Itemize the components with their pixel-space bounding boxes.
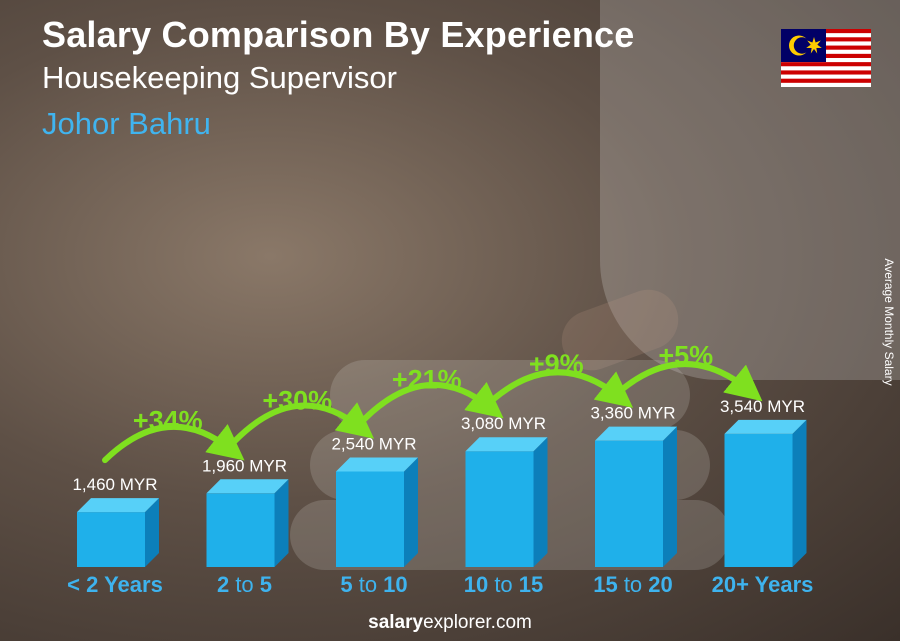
category-part: 5: [340, 572, 352, 597]
value-label: 1,460 MYR: [72, 475, 157, 494]
bar: [465, 451, 534, 567]
bar-side: [404, 457, 418, 567]
value-label: 3,360 MYR: [590, 404, 675, 423]
bar: [724, 433, 793, 567]
category-part: to: [353, 572, 384, 597]
bar-top: [595, 426, 677, 441]
category-label: 2 to 5: [217, 572, 272, 597]
value-label: 2,540 MYR: [331, 434, 416, 453]
increase-label: +34%: [133, 406, 203, 436]
category-label: < 2 Years: [67, 572, 163, 597]
y-axis-label: Average Monthly Salary: [882, 258, 896, 386]
category-part: 10: [383, 572, 407, 597]
category-part: 20: [648, 572, 672, 597]
increase-arrow: [620, 361, 763, 402]
footer-brand-rest: explorer.com: [423, 612, 532, 633]
bar: [336, 471, 404, 567]
increase-label: +5%: [658, 340, 713, 370]
increase-arrow: [361, 381, 504, 423]
value-label: 3,540 MYR: [720, 397, 805, 416]
increase-arrow: [490, 369, 634, 408]
category-label: 10 to 15: [464, 572, 544, 597]
increase-label: +21%: [392, 364, 462, 394]
chart-title: Salary Comparison By Experience: [42, 14, 635, 55]
bar-side: [145, 498, 159, 567]
footer-brand[interactable]: salaryexplorer.com: [0, 612, 900, 634]
job-title: Housekeeping Supervisor: [42, 60, 397, 95]
bar-side: [792, 419, 807, 567]
bar-top: [206, 479, 289, 494]
bar-top: [77, 498, 159, 513]
category-part: 20+ Years: [712, 572, 814, 597]
increase-arrow: [102, 423, 245, 464]
bar-side: [533, 437, 548, 567]
category-part: < 2 Years: [67, 572, 163, 597]
footer-brand-bold: salary: [368, 612, 424, 633]
category-part: 5: [260, 572, 272, 597]
bar-top: [724, 419, 807, 434]
category-part: to: [618, 572, 649, 597]
category-label: 5 to 10: [340, 572, 407, 597]
category-part: 15: [519, 572, 543, 597]
increase-arrow: [231, 402, 375, 445]
bar-side: [663, 426, 677, 567]
bar-top: [465, 437, 548, 452]
bar: [77, 512, 145, 567]
value-label: 3,080 MYR: [461, 414, 546, 433]
category-label: 20+ Years: [712, 572, 814, 597]
bar: [595, 440, 663, 567]
category-label: 15 to 20: [593, 572, 673, 597]
category-part: 15: [593, 572, 617, 597]
increase-label: +30%: [262, 385, 332, 415]
bar: [206, 493, 275, 567]
bar-side: [274, 479, 289, 567]
location-label: Johor Bahru: [42, 106, 211, 141]
bar-top: [336, 457, 418, 472]
category-part: to: [229, 572, 260, 597]
increase-label: +9%: [529, 349, 584, 379]
category-part: 10: [464, 572, 488, 597]
category-part: to: [488, 572, 519, 597]
malaysia-flag-icon: [781, 29, 871, 87]
value-label: 1,960 MYR: [202, 456, 287, 475]
category-part: 2: [217, 572, 229, 597]
